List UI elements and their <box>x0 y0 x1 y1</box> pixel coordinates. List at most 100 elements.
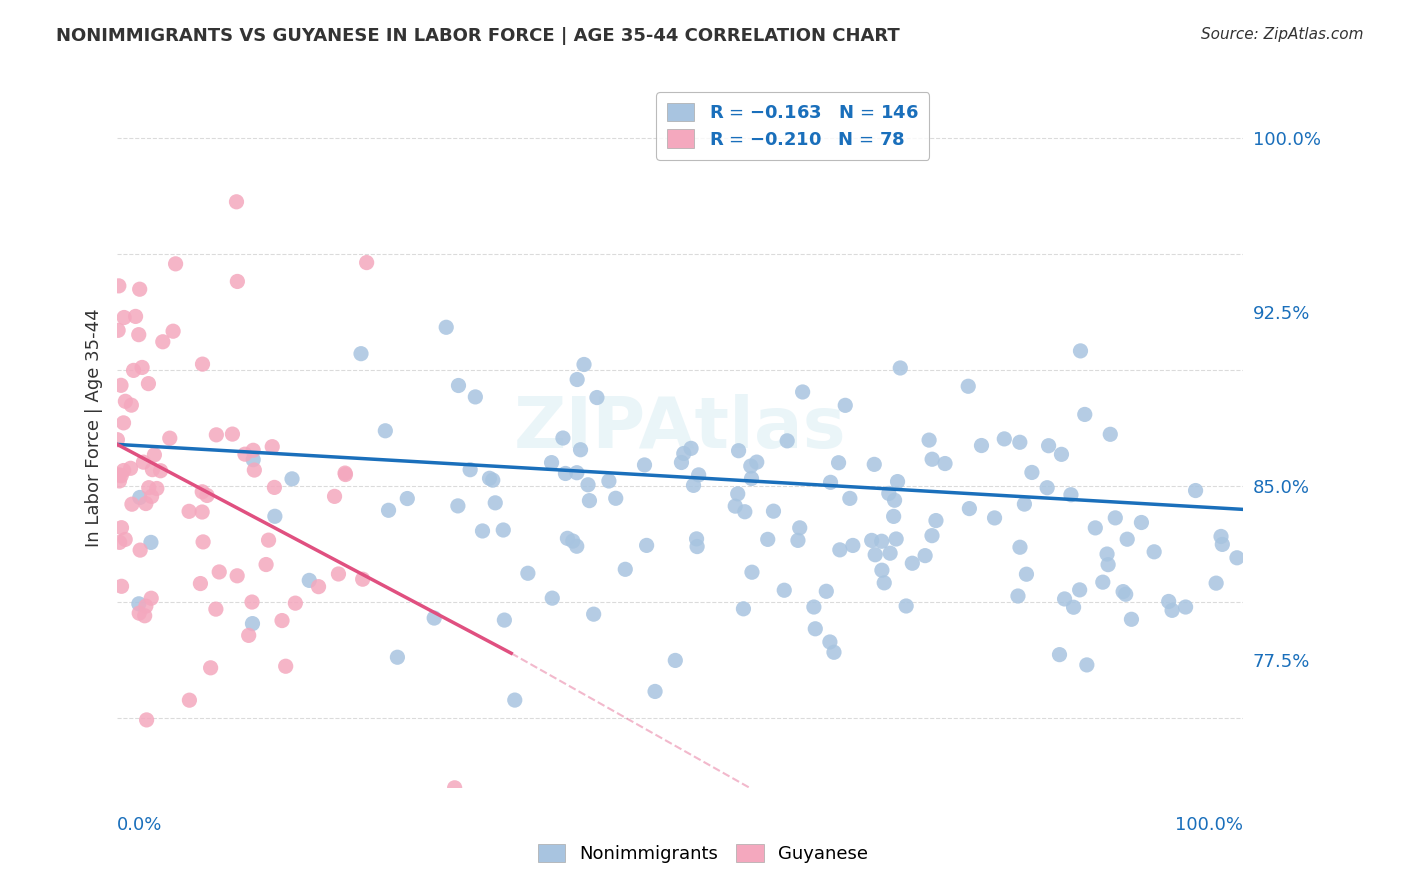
Point <box>889 361 911 376</box>
Point <box>789 521 811 535</box>
Point <box>1038 439 1060 453</box>
Point <box>423 611 446 625</box>
Point <box>1014 497 1036 511</box>
Point <box>860 533 883 548</box>
Point <box>494 613 516 627</box>
Legend: Nonimmigrants, Guyanese: Nonimmigrants, Guyanese <box>527 833 879 874</box>
Point <box>1091 575 1114 590</box>
Point <box>1050 447 1073 461</box>
Point <box>1076 657 1098 672</box>
Point <box>773 583 796 598</box>
Point <box>471 524 494 538</box>
Point <box>565 539 588 553</box>
Point <box>146 482 169 496</box>
Point <box>323 489 346 503</box>
Point <box>274 659 297 673</box>
Point <box>614 562 637 576</box>
Point <box>803 600 825 615</box>
Point <box>921 529 943 543</box>
Point <box>356 255 378 269</box>
Point <box>572 358 595 372</box>
Point <box>114 533 136 547</box>
Point <box>141 490 163 504</box>
Point <box>108 278 131 293</box>
Point <box>226 569 249 583</box>
Point <box>143 448 166 462</box>
Point <box>727 487 749 501</box>
Point <box>886 475 908 489</box>
Point <box>883 509 905 524</box>
Point <box>1049 648 1071 662</box>
Point <box>122 363 145 377</box>
Point <box>141 591 163 606</box>
Point <box>443 780 465 795</box>
Point <box>586 391 609 405</box>
Point <box>257 533 280 548</box>
Point <box>1097 558 1119 572</box>
Point <box>110 579 132 593</box>
Point <box>128 282 150 296</box>
Point <box>827 456 849 470</box>
Point <box>135 599 157 614</box>
Point <box>1021 466 1043 480</box>
Point <box>333 466 356 480</box>
Point <box>1116 532 1139 546</box>
Point <box>254 558 277 572</box>
Point <box>352 572 374 586</box>
Point <box>804 622 827 636</box>
Point <box>105 433 128 447</box>
Point <box>1226 550 1249 565</box>
Text: Source: ZipAtlas.com: Source: ZipAtlas.com <box>1201 27 1364 42</box>
Point <box>815 584 838 599</box>
Point <box>818 635 841 649</box>
Point <box>191 357 214 371</box>
Point <box>1130 516 1153 530</box>
Point <box>191 484 214 499</box>
Point <box>838 491 860 506</box>
Point <box>983 511 1005 525</box>
Point <box>565 466 588 480</box>
Point <box>108 535 131 549</box>
Point <box>1060 488 1083 502</box>
Point <box>374 424 396 438</box>
Point <box>787 533 810 548</box>
Point <box>481 473 503 487</box>
Point <box>1063 600 1085 615</box>
Point <box>605 491 627 506</box>
Point <box>434 320 457 334</box>
Point <box>110 378 132 392</box>
Point <box>262 440 284 454</box>
Point <box>879 546 901 560</box>
Point <box>921 452 943 467</box>
Point <box>135 713 157 727</box>
Point <box>308 580 330 594</box>
Point <box>191 535 214 549</box>
Point <box>925 514 948 528</box>
Point <box>557 532 579 546</box>
Point <box>205 427 228 442</box>
Text: NONIMMIGRANTS VS GUYANESE IN LABOR FORCE | AGE 35-44 CORRELATION CHART: NONIMMIGRANTS VS GUYANESE IN LABOR FORCE… <box>56 27 900 45</box>
Point <box>598 474 620 488</box>
Point <box>298 574 321 588</box>
Point <box>745 455 768 469</box>
Point <box>1069 343 1091 358</box>
Point <box>762 504 785 518</box>
Point <box>1115 587 1137 601</box>
Point <box>242 443 264 458</box>
Point <box>242 616 264 631</box>
Point <box>823 645 845 659</box>
Point <box>107 323 129 337</box>
Point <box>208 565 231 579</box>
Point <box>877 486 900 500</box>
Point <box>934 457 956 471</box>
Point <box>195 488 218 502</box>
Point <box>870 534 893 549</box>
Point <box>901 556 924 570</box>
Point <box>734 505 756 519</box>
Legend: $\mathbf{R}$ = $\mathbf{-0.163}$   $\mathbf{N}$ = $\mathbf{146}$, $\mathbf{R}$ =: $\mathbf{R}$ = $\mathbf{-0.163}$ $\mathb… <box>657 92 929 160</box>
Point <box>1095 547 1118 561</box>
Point <box>132 455 155 469</box>
Point <box>377 503 399 517</box>
Point <box>135 497 157 511</box>
Point <box>842 538 865 552</box>
